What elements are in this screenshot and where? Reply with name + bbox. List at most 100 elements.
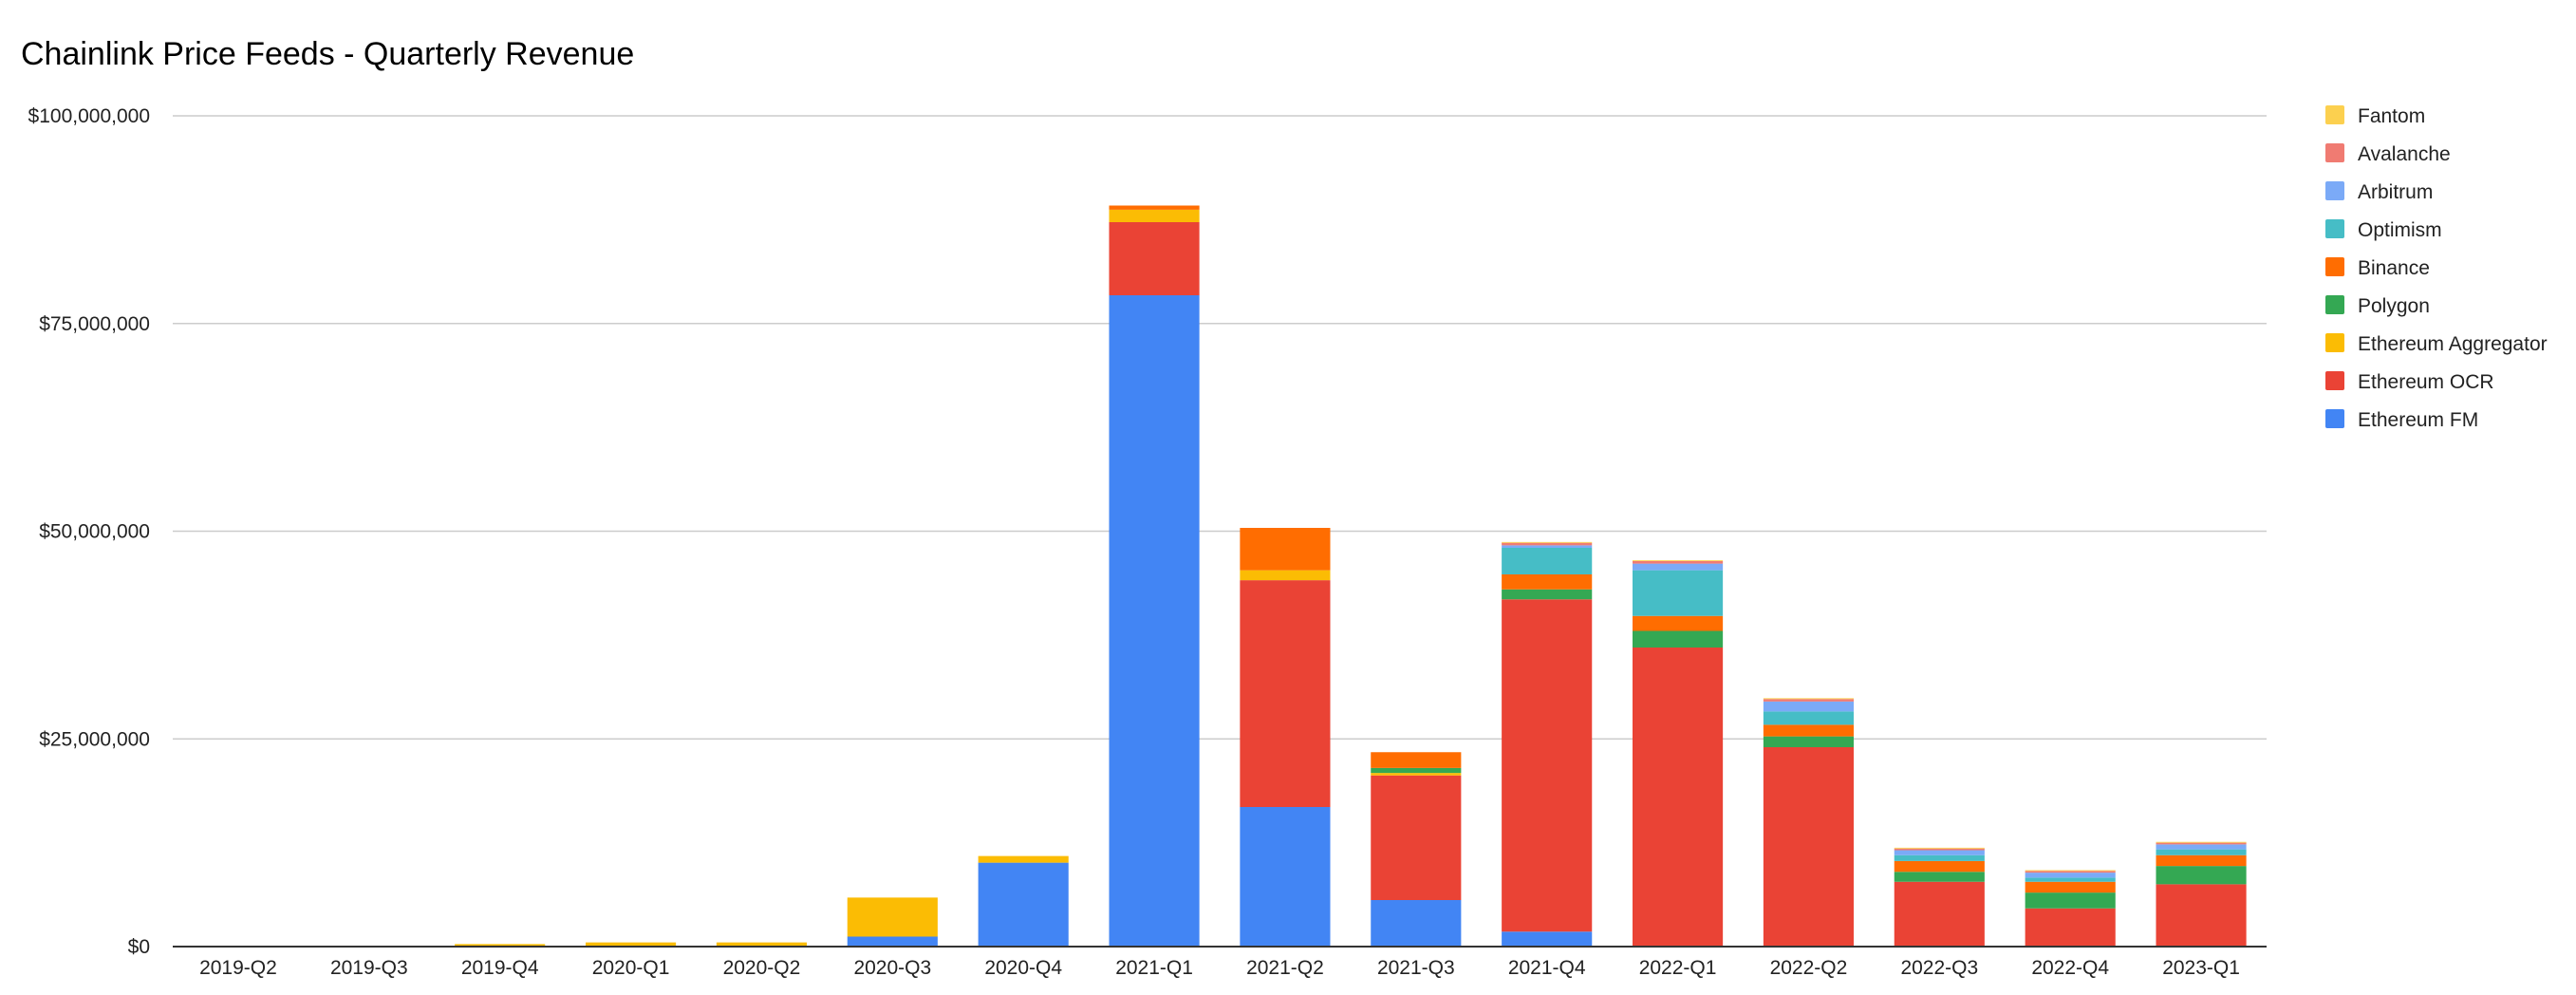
bar-segment [1240, 580, 1331, 807]
bar-segment [2156, 849, 2247, 855]
bar-segment [2156, 844, 2247, 850]
legend-item: Binance [2325, 257, 2430, 279]
legend-item: Ethereum Aggregator [2325, 333, 2548, 355]
bar-segment [1632, 630, 1724, 648]
bar-segment [847, 936, 938, 947]
bar-stack [847, 897, 938, 947]
bar-segment [1763, 736, 1855, 747]
y-tick-label: $0 [128, 936, 150, 958]
bar-segment [1763, 699, 1855, 702]
legend-item: Fantom [2325, 105, 2425, 127]
legend-swatch [2325, 143, 2344, 162]
bar-segment [1894, 850, 1985, 855]
legend-swatch [2325, 371, 2344, 390]
legend-label: Ethereum OCR [2358, 371, 2494, 393]
bar-stack [1240, 528, 1331, 947]
x-tick-label: 2019-Q2 [199, 957, 277, 979]
bar-segment [1632, 648, 1724, 947]
x-tick-label: 2021-Q1 [1115, 957, 1193, 979]
bar-segment [2156, 854, 2247, 867]
legend-item: Ethereum FM [2325, 409, 2478, 431]
x-tick-label: 2022-Q4 [2031, 957, 2109, 979]
y-tick-label: $50,000,000 [39, 521, 150, 543]
bar-segment [1502, 589, 1593, 600]
x-tick-label: 2021-Q3 [1377, 957, 1455, 979]
bar-segment [1894, 854, 1985, 861]
legend-label: Ethereum Aggregator [2358, 333, 2548, 355]
bar-segment [1763, 701, 1855, 712]
bar-segment [2025, 877, 2116, 882]
bar-stack [1371, 752, 1462, 947]
legend-item: Arbitrum [2325, 181, 2433, 203]
x-tick-label: 2022-Q2 [1770, 957, 1848, 979]
y-tick-label: $100,000,000 [28, 105, 150, 127]
legend: Fantom Avalanche Arbitrum Optimism Binance Po… [2325, 105, 2548, 431]
bar-segment [1632, 615, 1724, 631]
legend-label: Avalanche [2358, 143, 2451, 165]
bar-segment [1894, 881, 1985, 947]
bar-segment [1371, 900, 1462, 947]
bar-segment [1502, 545, 1593, 548]
bar-segment [1109, 295, 1200, 947]
bar-stack [1763, 698, 1855, 947]
bar-stack [1632, 560, 1724, 947]
bar-segment [1109, 209, 1200, 222]
bar-segment [2156, 884, 2247, 947]
x-tick-label: 2019-Q4 [461, 957, 539, 979]
legend-label: Fantom [2358, 105, 2425, 127]
bar-segment [2156, 866, 2247, 885]
legend-item: Optimism [2325, 219, 2442, 241]
bar-segment [1109, 222, 1200, 295]
bar-segment [1371, 773, 1462, 776]
bar-stack [455, 944, 546, 947]
bar-segment [1763, 724, 1855, 737]
bar-segment [1109, 205, 1200, 210]
x-tick-label: 2021-Q2 [1246, 957, 1324, 979]
bar-segment [2156, 842, 2247, 845]
bar-segment [1502, 574, 1593, 590]
x-tick-label: 2022-Q1 [1639, 957, 1717, 979]
y-tick-label: $75,000,000 [39, 313, 150, 335]
bars [193, 205, 2247, 948]
y-tick-label: $25,000,000 [39, 728, 150, 750]
legend-label: Arbitrum [2358, 181, 2433, 203]
bar-segment [1763, 747, 1855, 947]
bar-segment [1371, 775, 1462, 900]
bar-segment [1502, 541, 1593, 543]
bar-segment [1763, 711, 1855, 725]
x-tick-label: 2021-Q4 [1508, 957, 1586, 979]
x-tick-label: 2020-Q2 [723, 957, 801, 979]
bar-segment [1240, 807, 1331, 947]
x-tick-label: 2022-Q3 [1900, 957, 1978, 979]
bar-segment [1502, 542, 1593, 546]
bar-segment [1371, 752, 1462, 768]
legend-swatch [2325, 333, 2344, 352]
bar-segment [1502, 548, 1593, 574]
bar-segment [2025, 892, 2116, 909]
bar-stack [716, 942, 808, 947]
x-tick-label: 2023-Q1 [2162, 957, 2240, 979]
bar-stack [1109, 205, 1200, 947]
bar-stack [585, 942, 677, 947]
bar-segment [1894, 860, 1985, 873]
bar-segment [1502, 599, 1593, 932]
bar-stack [2025, 870, 2116, 947]
legend-item: Polygon [2325, 295, 2430, 317]
bar-segment [2025, 870, 2116, 872]
legend-item: Ethereum OCR [2325, 371, 2494, 393]
bar-segment [1894, 848, 1985, 851]
x-tick-label: 2020-Q4 [984, 957, 1062, 979]
legend-label: Binance [2358, 257, 2430, 279]
legend-label: Polygon [2358, 295, 2430, 317]
bar-segment [1632, 560, 1724, 561]
bar-segment [1632, 561, 1724, 564]
bar-segment [1371, 767, 1462, 774]
x-tick-label: 2020-Q1 [592, 957, 670, 979]
bar-segment [1632, 570, 1724, 616]
bar-stack [2156, 841, 2247, 947]
bar-stack [1894, 847, 1985, 947]
bar-segment [1240, 528, 1331, 571]
chart-title: Chainlink Price Feeds - Quarterly Revenu… [21, 36, 634, 72]
